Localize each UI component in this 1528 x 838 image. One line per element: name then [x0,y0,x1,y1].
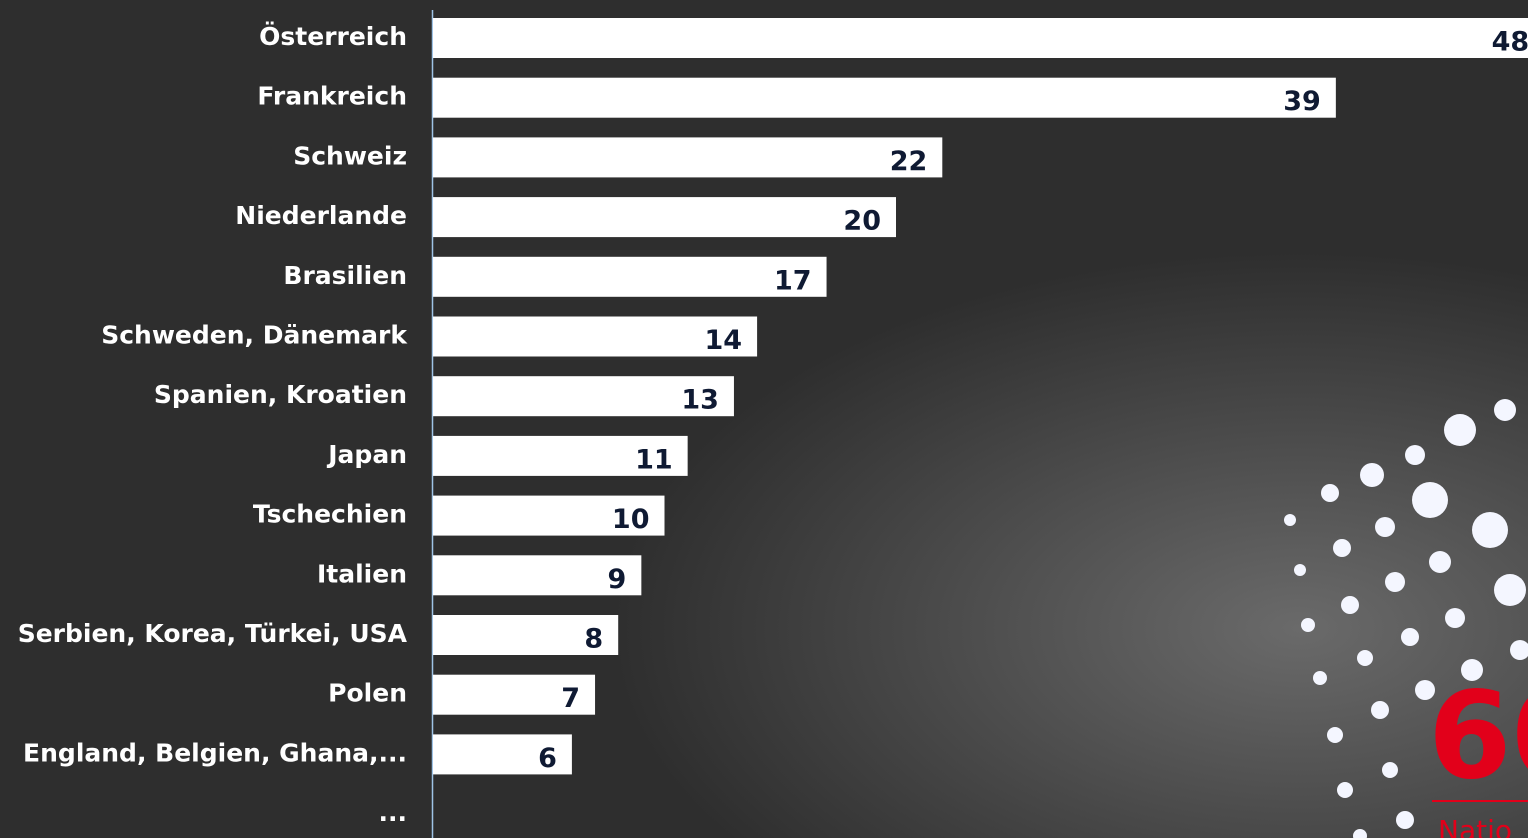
category-label: Spanien, Kroatien [154,380,407,409]
category-label: England, Belgien, Ghana,... [23,738,407,767]
value-label: 13 [681,385,719,416]
background [0,0,1528,838]
value-label: 48 [1492,27,1528,58]
category-label: Italien [317,559,407,588]
value-label: 20 [843,206,881,237]
value-label: 8 [584,624,603,655]
category-label: Österreich [259,21,407,51]
category-label: Schweiz [293,141,407,170]
bar [433,137,942,177]
value-label: 10 [612,504,650,535]
value-label: 11 [635,444,673,475]
bar [433,197,896,237]
annotation-caption: Natio [1438,814,1512,838]
category-label: Frankreich [257,82,407,111]
value-label: 22 [890,146,928,177]
category-label: Tschechien [253,500,407,529]
bar [433,18,1528,58]
value-label: 39 [1283,86,1321,117]
category-label: Japan [326,440,407,469]
category-label: Serbien, Korea, Türkei, USA [18,619,408,648]
category-label: Brasilien [283,261,407,290]
annotation: 60 [1428,668,1528,807]
category-label: ... [379,798,408,827]
value-label: 9 [608,564,627,595]
value-label: 14 [705,325,743,356]
value-label: 7 [561,683,580,714]
value-label: 17 [774,265,812,296]
chart: 60 Natio Österreich 48 Frankreich 39 Schweiz… [0,0,1528,838]
category-label: Schweden, Dänemark [101,321,408,350]
bar [433,78,1336,118]
value-label: 6 [538,743,557,774]
category-label: Niederlande [235,201,407,230]
bar [433,257,827,297]
category-label: Polen [328,679,407,708]
